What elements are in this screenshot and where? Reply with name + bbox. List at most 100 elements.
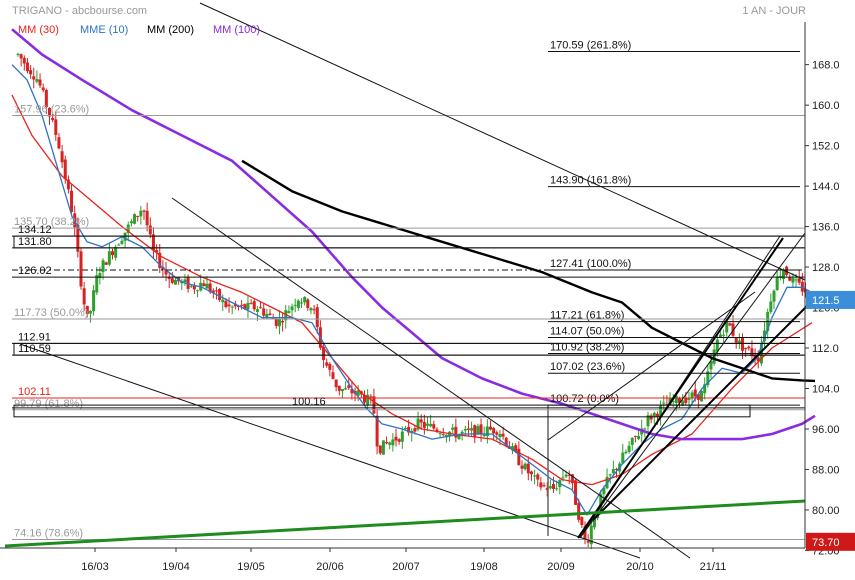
candle-body (107, 251, 111, 265)
candle-body (139, 210, 143, 217)
candle-body (567, 474, 571, 476)
candle-body (763, 330, 767, 341)
zone-box (13, 404, 751, 418)
y-tick-label: 168.0 (812, 60, 840, 72)
candle-body (92, 290, 96, 312)
candle-body (756, 357, 760, 362)
y-tick-label: 104.0 (812, 383, 840, 395)
candle-body (315, 307, 319, 328)
period-label: 1 AN - JOUR (742, 5, 806, 17)
candle-body (189, 285, 193, 287)
candle-body (545, 488, 549, 490)
candle-body (781, 269, 785, 279)
candle-body (218, 289, 222, 301)
candle-body (520, 465, 524, 469)
fib-label: 107.02 (23.6%) (550, 361, 625, 373)
candle-body (378, 445, 382, 454)
candle-body (303, 296, 307, 303)
candle-body (48, 107, 51, 117)
candle-body (151, 234, 155, 251)
candle-body (529, 471, 533, 475)
candle-body (274, 318, 278, 326)
candle-body (706, 371, 710, 386)
candle-body (744, 347, 748, 350)
retracement-label: 99.79 (61.8%) (14, 398, 83, 410)
candle-body (785, 266, 789, 275)
candle-body (678, 398, 681, 403)
candle-body (454, 426, 458, 438)
x-tick-label: 19/04 (162, 561, 190, 573)
candle-body (511, 446, 515, 451)
candle-body (470, 428, 474, 431)
candle-body (350, 389, 354, 394)
level-label: 112.91 (18, 331, 51, 343)
candle-body (136, 215, 140, 217)
candle-body (637, 435, 641, 440)
channel-middle (592, 304, 809, 521)
ma-line (241, 159, 816, 383)
candle-body (104, 262, 108, 265)
candle-body (466, 428, 470, 430)
x-tick-label: 20/10 (626, 561, 654, 573)
candle-body (293, 304, 297, 306)
candle-body (574, 480, 578, 505)
candle-body (114, 246, 118, 258)
candle-body (426, 423, 429, 426)
candle-body (539, 482, 543, 488)
candle-body (643, 428, 647, 430)
candle-body (369, 396, 373, 398)
candle-body (57, 137, 61, 149)
fib-label: 143.90 (161.8%) (550, 175, 631, 187)
candle-body (224, 301, 228, 308)
candle-body (44, 89, 48, 108)
candle-body (347, 385, 351, 388)
candle-body (400, 431, 404, 442)
candle-body (722, 334, 726, 336)
candle-body (432, 424, 436, 429)
level-label: 100.16 (292, 396, 326, 408)
candle-body (70, 190, 74, 213)
candle-body (385, 442, 389, 444)
candle-body (41, 87, 45, 91)
candle-body (741, 337, 744, 351)
candle-body (312, 309, 316, 311)
candle-body (718, 334, 722, 338)
candle-body (655, 413, 659, 418)
candle-body (728, 323, 732, 326)
candle-body (208, 283, 212, 292)
candle-body (570, 474, 574, 484)
candle-body (407, 426, 411, 433)
candle-body (19, 54, 23, 59)
candle-body (145, 210, 149, 226)
candle-body (775, 276, 779, 291)
candle-body (174, 279, 177, 285)
candle-body (259, 307, 263, 309)
level-label: 134.12 (18, 224, 52, 236)
candle-body (265, 314, 269, 318)
candle-body (331, 372, 335, 379)
candle-body (514, 445, 518, 452)
price-badges: 121.5 73.70 (806, 290, 855, 551)
candle-body (66, 179, 70, 190)
candle-body (526, 463, 530, 474)
ma-line (11, 64, 813, 516)
candle-body (586, 541, 590, 543)
candle-body (561, 477, 565, 479)
candle-body (671, 401, 675, 403)
legend-mme10: MME (10) (80, 24, 128, 36)
candle-body (747, 346, 751, 349)
candle-body (441, 434, 445, 436)
candle-body (148, 225, 152, 235)
candle-body (391, 439, 395, 446)
candle-body (413, 428, 417, 432)
candle-body (262, 308, 266, 316)
candle-body (750, 348, 754, 357)
candle-body (552, 483, 555, 489)
candle-body (451, 427, 455, 430)
candle-body (602, 488, 606, 495)
ma-line (11, 94, 813, 486)
low-price-badge (806, 532, 855, 551)
candle-body (82, 288, 86, 305)
candle-body (523, 463, 527, 470)
